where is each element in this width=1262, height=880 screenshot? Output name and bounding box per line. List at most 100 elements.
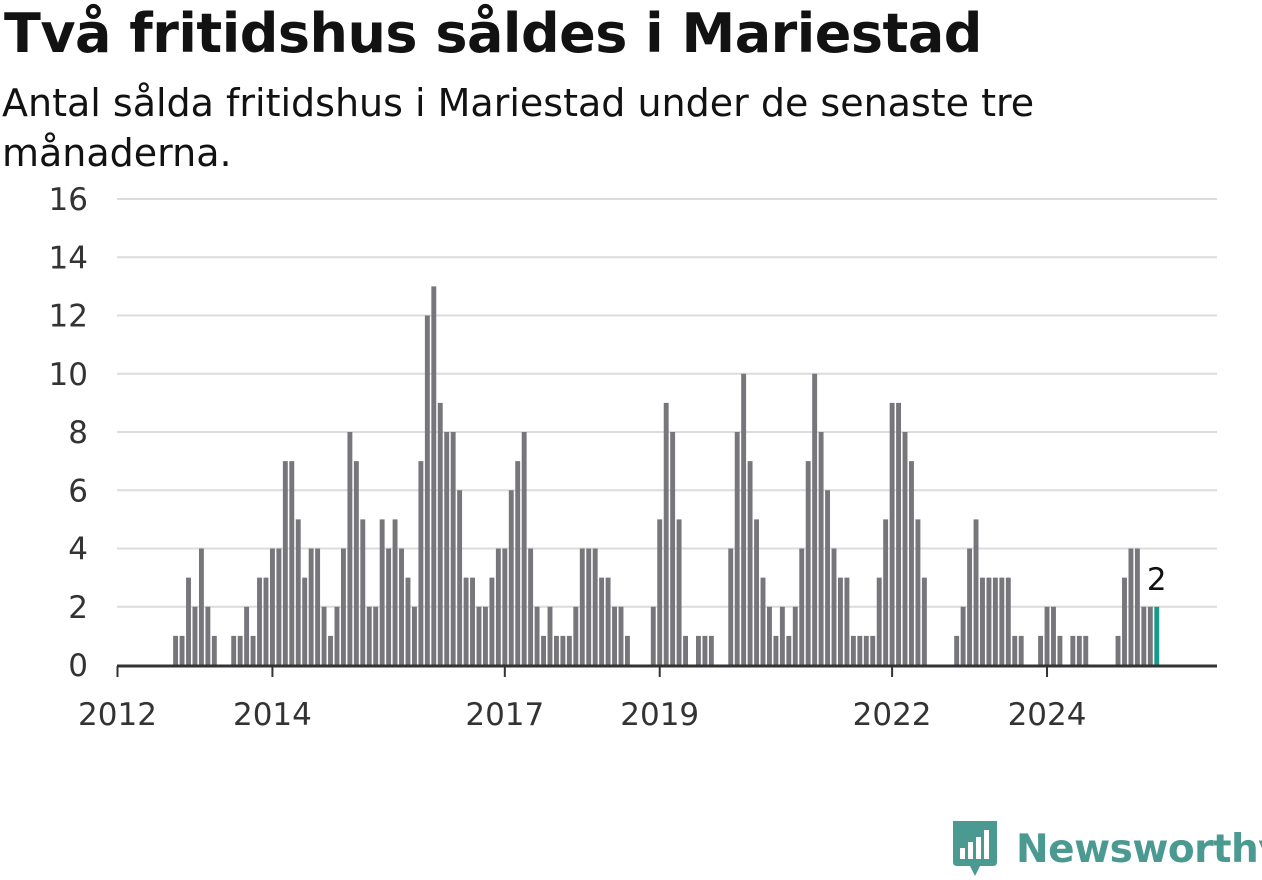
- bar: [392, 519, 398, 666]
- bar: [476, 606, 482, 665]
- bar: [192, 606, 198, 665]
- bar: [431, 286, 437, 666]
- x-tick-label: 2014: [233, 697, 312, 733]
- x-axis-ticks: 2012 2014 2017 2019 2022 2024: [78, 666, 1086, 733]
- bar: [1051, 606, 1056, 665]
- bar: [257, 577, 262, 666]
- bar: [566, 635, 572, 666]
- bar: [295, 519, 301, 666]
- bar: [844, 577, 850, 666]
- bar: [786, 635, 792, 666]
- bar: [702, 635, 708, 666]
- bar: [276, 548, 282, 665]
- bar: [825, 490, 831, 665]
- bar: [321, 606, 327, 665]
- bar: [263, 577, 269, 666]
- bar: [870, 635, 876, 666]
- bar: [760, 577, 766, 666]
- bar: [670, 432, 676, 665]
- bar: [799, 548, 805, 665]
- bar: [282, 461, 288, 666]
- bar: [779, 606, 785, 665]
- bars: [173, 286, 1160, 666]
- bar: [1134, 548, 1140, 665]
- bar: [889, 402, 895, 666]
- bar: [470, 577, 475, 666]
- bar: [373, 606, 379, 665]
- bar: [269, 548, 275, 665]
- bar: [741, 373, 747, 665]
- bar: [592, 548, 598, 665]
- bar: [960, 606, 966, 665]
- bar: [986, 577, 992, 666]
- bar: [876, 577, 882, 666]
- bar: [211, 635, 217, 666]
- bar: [418, 461, 424, 666]
- bar: [289, 461, 295, 666]
- last-value-label: 2: [1147, 562, 1167, 598]
- x-tick-label: 2022: [853, 697, 932, 733]
- bar: [1141, 606, 1147, 665]
- bar: [1122, 577, 1127, 666]
- bar: [1076, 635, 1082, 666]
- bar: [334, 606, 340, 665]
- bar: [198, 548, 204, 665]
- bar: [696, 635, 701, 666]
- bar: [1057, 635, 1063, 666]
- x-tick-label: 2019: [620, 697, 699, 733]
- bar: [386, 548, 392, 665]
- bar: [366, 606, 372, 665]
- bar: [850, 635, 856, 666]
- y-tick-label: 10: [49, 357, 88, 393]
- bar: [495, 548, 501, 665]
- bar: [618, 606, 624, 665]
- bar: [399, 548, 404, 665]
- bar: [1147, 606, 1153, 665]
- bar: [1012, 635, 1018, 666]
- bar: [967, 548, 973, 665]
- bar: [450, 432, 456, 665]
- bar: [340, 548, 346, 665]
- bar: [424, 315, 430, 665]
- bar: [205, 606, 211, 665]
- y-tick-label: 4: [68, 532, 88, 568]
- bar: [347, 432, 353, 665]
- bar: [554, 635, 559, 666]
- bar: [186, 577, 191, 666]
- bar: [1044, 606, 1050, 665]
- bar: [812, 373, 818, 665]
- bar: [954, 635, 960, 666]
- bar: [792, 606, 798, 665]
- bar: [541, 635, 546, 666]
- bar: [625, 635, 630, 666]
- bar: [573, 606, 579, 665]
- bar: [579, 548, 585, 665]
- bar: [379, 519, 385, 666]
- bar: [1115, 635, 1121, 666]
- x-tick-label: 2012: [78, 697, 157, 733]
- bar: [650, 606, 656, 665]
- x-tick-label: 2024: [1008, 697, 1087, 733]
- bar: [482, 606, 488, 665]
- bar: [708, 635, 714, 666]
- bar: [237, 635, 243, 666]
- bar: [360, 519, 366, 666]
- bar: [489, 577, 495, 666]
- bar: [437, 402, 443, 666]
- bar: [508, 490, 514, 665]
- bar: [838, 577, 843, 666]
- bar: [231, 635, 237, 666]
- bar: [179, 635, 185, 666]
- annotations: 2: [1147, 562, 1167, 598]
- newsworthy-logo: Newsworthy: [950, 818, 1262, 880]
- bar: [534, 606, 540, 665]
- bar: [999, 577, 1005, 666]
- y-tick-label: 8: [68, 415, 88, 451]
- bar: [315, 548, 321, 665]
- bar: [734, 432, 740, 665]
- y-tick-label: 14: [49, 240, 88, 276]
- bar: [173, 635, 179, 666]
- y-tick-label: 0: [68, 648, 88, 684]
- y-tick-label: 16: [49, 182, 88, 218]
